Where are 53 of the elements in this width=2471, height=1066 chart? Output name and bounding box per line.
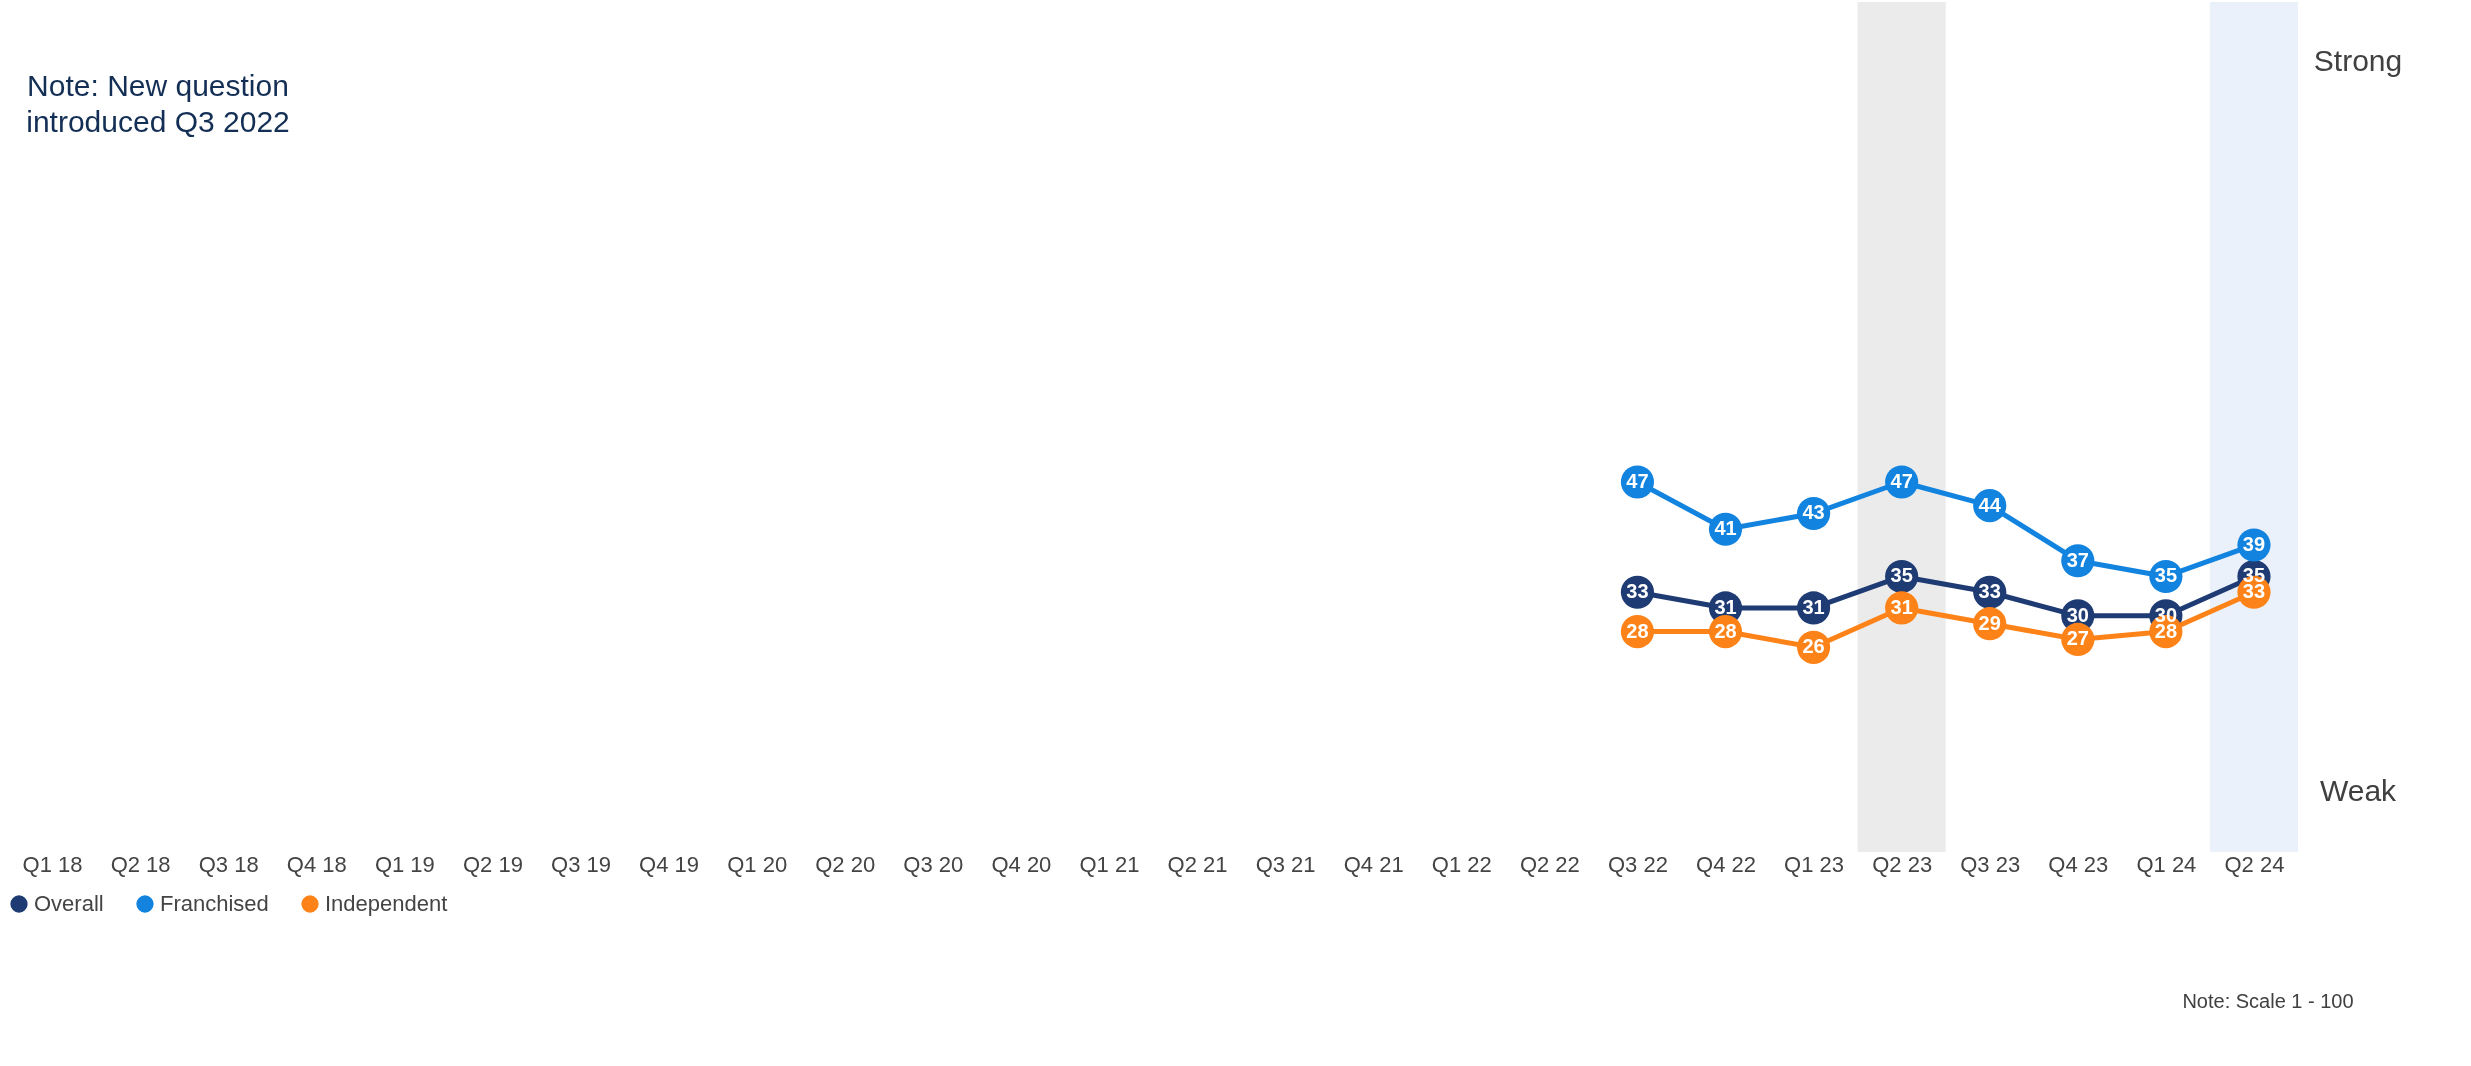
data-label: 31 (1714, 595, 1737, 618)
data-label: 47 (1890, 470, 1913, 492)
data-label: 26 (1802, 635, 1825, 658)
x-tick-label: Q3 18 (198, 851, 259, 877)
data-label: 28 (1626, 619, 1649, 642)
data-label: 37 (2066, 548, 2089, 571)
x-tick-label: Q3 23 (1960, 851, 2021, 877)
data-label: 33 (1626, 580, 1649, 603)
data-label: 35 (1890, 564, 1913, 587)
x-tick-label: Q2 23 (1872, 851, 1933, 877)
legend-label: Franchised (160, 891, 269, 916)
x-tick-label: Q2 20 (815, 851, 876, 877)
x-tick-label: Q2 18 (110, 851, 171, 877)
data-label: 31 (1890, 595, 1913, 618)
legend-label: Overall (34, 891, 104, 916)
data-label: 44 (1978, 493, 2002, 516)
data-label: 31 (1802, 595, 1825, 618)
x-tick-label: Q4 18 (286, 851, 347, 877)
x-tick-label: Q1 22 (1431, 851, 1492, 877)
text: Note: Scale 1 - 100 (2182, 990, 2354, 1012)
x-tick-label: Q3 22 (1607, 851, 1668, 877)
legend-label: Independent (325, 891, 448, 916)
data-label: 43 (1802, 501, 1825, 524)
x-tick-label: Q4 19 (639, 851, 700, 877)
x-tick-label: Q2 19 (462, 851, 523, 877)
data-label: 35 (2154, 564, 2178, 587)
x-tick-label: Q2 22 (1519, 851, 1580, 877)
x-tick-label: Q3 21 (1255, 851, 1316, 877)
x-tick-label: Q4 22 (1696, 851, 1756, 877)
text: Note: New question introduced Q3 2022 (26, 69, 290, 138)
data-label: 29 (1978, 611, 2001, 634)
x-tick-label: Q4 23 (2048, 851, 2109, 877)
x-tick-label: Q1 20 (727, 851, 788, 877)
x-tick-label: Q1 23 (1784, 851, 1845, 877)
text: Strong (2313, 44, 2403, 77)
x-tick-label: Q3 20 (903, 851, 964, 877)
x-tick-label: Q2 21 (1167, 851, 1228, 877)
data-label: 47 (1626, 470, 1649, 492)
data-label: 33 (1978, 580, 2001, 603)
x-tick-label: Q4 21 (1343, 851, 1404, 877)
x-tick-label: Q1 18 (22, 851, 83, 877)
x-tick-label: Q3 19 (551, 851, 611, 877)
x-tick-label: Q1 19 (374, 851, 435, 877)
x-tick-label: Q4 20 (991, 851, 1052, 877)
data-label: 30 (2066, 603, 2089, 626)
x-tick-label: Q1 24 (2136, 851, 2197, 877)
data-label: 28 (1714, 619, 1737, 642)
data-label: 39 (2242, 532, 2266, 555)
data-label: 41 (1714, 517, 1737, 540)
text: Weak (2319, 774, 2398, 807)
x-tick-label: Q2 24 (2224, 851, 2285, 877)
data-label: 27 (2066, 627, 2089, 650)
x-tick-label: Q1 21 (1079, 851, 1140, 877)
